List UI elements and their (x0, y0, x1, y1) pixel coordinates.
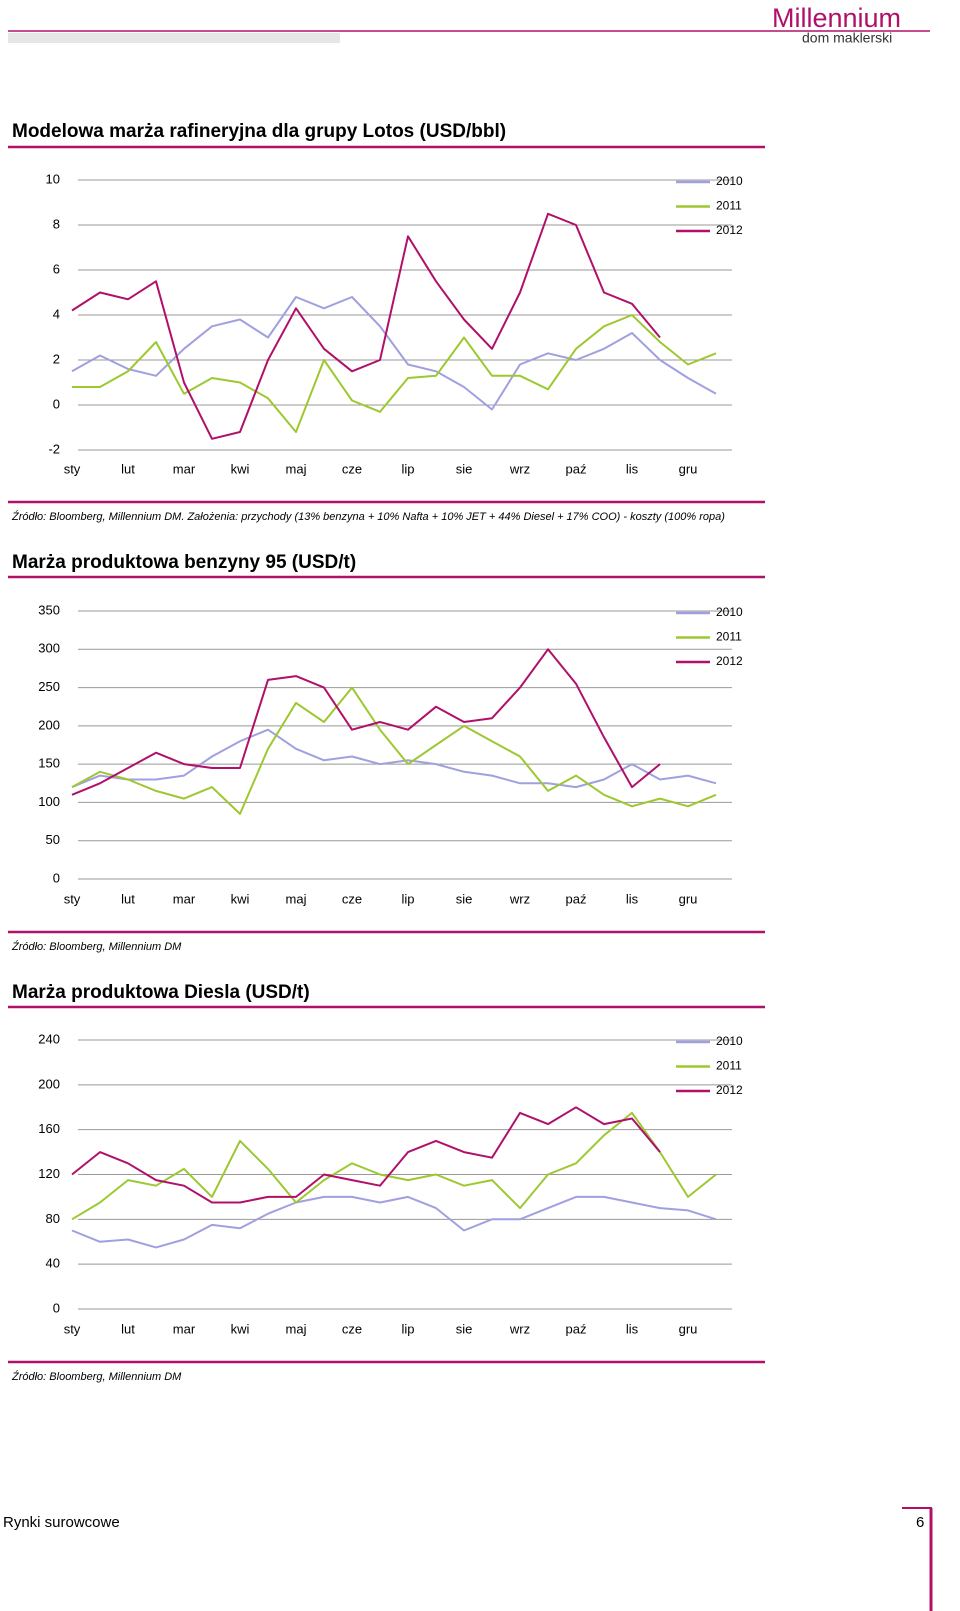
y-tick-label: 4 (53, 306, 60, 321)
chart-title: Marża produktowa benzyny 95 (USD/t) (12, 552, 356, 573)
x-tick-label: cze (342, 1321, 362, 1336)
y-tick-label: 0 (53, 1300, 60, 1315)
series-line (71, 296, 717, 411)
series-line (72, 314, 717, 433)
y-tick-label: 10 (46, 171, 60, 186)
x-tick-label: paź (566, 461, 587, 476)
x-tick-label: gru (679, 1321, 698, 1336)
x-tick-label: lip (401, 461, 414, 476)
series-line (71, 1195, 717, 1249)
source: Źródło: Bloomberg, Millennium DM (11, 940, 182, 953)
y-tick-label: 50 (46, 832, 60, 847)
x-tick-label: mar (173, 891, 196, 906)
source: Źródło: Bloomberg, Millennium DM (11, 1370, 182, 1383)
brand: Millennium (772, 3, 901, 33)
legend-label: 2011 (716, 1059, 742, 1073)
chart-title: Marża produktowa Diesla (USD/t) (12, 982, 310, 1003)
y-tick-label: 100 (38, 794, 60, 809)
footer-section: Rynki surowcowe (3, 1514, 120, 1531)
x-tick-label: mar (173, 461, 196, 476)
y-tick-label: 80 (46, 1211, 60, 1226)
x-tick-label: lut (121, 461, 135, 476)
y-tick-label: -2 (48, 441, 60, 456)
subbrand: dom maklerski (802, 30, 892, 46)
y-tick-label: 200 (38, 1076, 60, 1091)
x-tick-label: mar (173, 1321, 196, 1336)
series-line (71, 648, 661, 796)
x-tick-label: wrz (509, 1321, 530, 1336)
y-tick-label: 40 (46, 1256, 60, 1271)
y-tick-label: 350 (38, 602, 60, 617)
series-line (71, 686, 717, 815)
x-tick-label: sty (64, 891, 81, 906)
x-tick-label: lip (401, 891, 414, 906)
page-number: 6 (916, 1514, 924, 1531)
x-tick-label: kwi (231, 891, 250, 906)
legend-label: 2012 (716, 1083, 743, 1097)
legend-label: 2011 (716, 630, 742, 644)
y-tick-label: 0 (53, 396, 60, 411)
series-line (71, 1106, 661, 1204)
header-bar (8, 33, 340, 43)
source: Źródło: Bloomberg, Millennium DM. Założe… (11, 510, 725, 523)
x-tick-label: lut (121, 891, 135, 906)
y-tick-label: 0 (53, 870, 60, 885)
x-tick-label: lis (626, 891, 639, 906)
y-tick-label: 150 (38, 756, 60, 771)
x-tick-label: paź (566, 891, 587, 906)
y-tick-label: 120 (38, 1166, 60, 1181)
x-tick-label: sie (456, 1321, 473, 1336)
y-tick-label: 160 (38, 1121, 60, 1136)
y-tick-label: 200 (38, 717, 60, 732)
x-tick-label: paź (566, 1321, 587, 1336)
x-tick-label: maj (286, 1321, 307, 1336)
y-tick-label: 300 (38, 641, 60, 656)
y-tick-label: 8 (53, 216, 60, 231)
series-line (71, 728, 717, 789)
legend-label: 2012 (716, 223, 743, 237)
x-tick-label: lut (121, 1321, 135, 1336)
x-tick-label: wrz (509, 891, 530, 906)
x-tick-label: lip (401, 1321, 414, 1336)
x-tick-label: sty (64, 1321, 81, 1336)
chart-title: Modelowa marża rafineryjna dla grupy Lot… (12, 121, 506, 142)
y-tick-label: 250 (38, 679, 60, 694)
legend-label: 2012 (716, 654, 743, 668)
x-tick-label: sie (456, 461, 473, 476)
x-tick-label: sty (64, 461, 81, 476)
x-tick-label: maj (286, 891, 307, 906)
legend-label: 2010 (716, 605, 743, 619)
x-tick-label: lis (626, 1321, 639, 1336)
x-tick-label: wrz (509, 461, 530, 476)
legend-label: 2010 (716, 1034, 743, 1048)
y-tick-label: 6 (53, 261, 60, 276)
y-tick-label: 240 (38, 1031, 60, 1046)
x-tick-label: kwi (231, 461, 250, 476)
x-tick-label: cze (342, 461, 362, 476)
x-tick-label: maj (286, 461, 307, 476)
series-line (71, 212, 661, 440)
y-tick-label: 2 (53, 351, 60, 366)
series-line (71, 1111, 717, 1221)
legend-label: 2011 (716, 199, 742, 213)
x-tick-label: lis (626, 461, 639, 476)
x-tick-label: gru (679, 891, 698, 906)
x-tick-label: cze (342, 891, 362, 906)
x-tick-label: gru (679, 461, 698, 476)
x-tick-label: sie (456, 891, 473, 906)
legend-label: 2010 (716, 174, 743, 188)
x-tick-label: kwi (231, 1321, 250, 1336)
